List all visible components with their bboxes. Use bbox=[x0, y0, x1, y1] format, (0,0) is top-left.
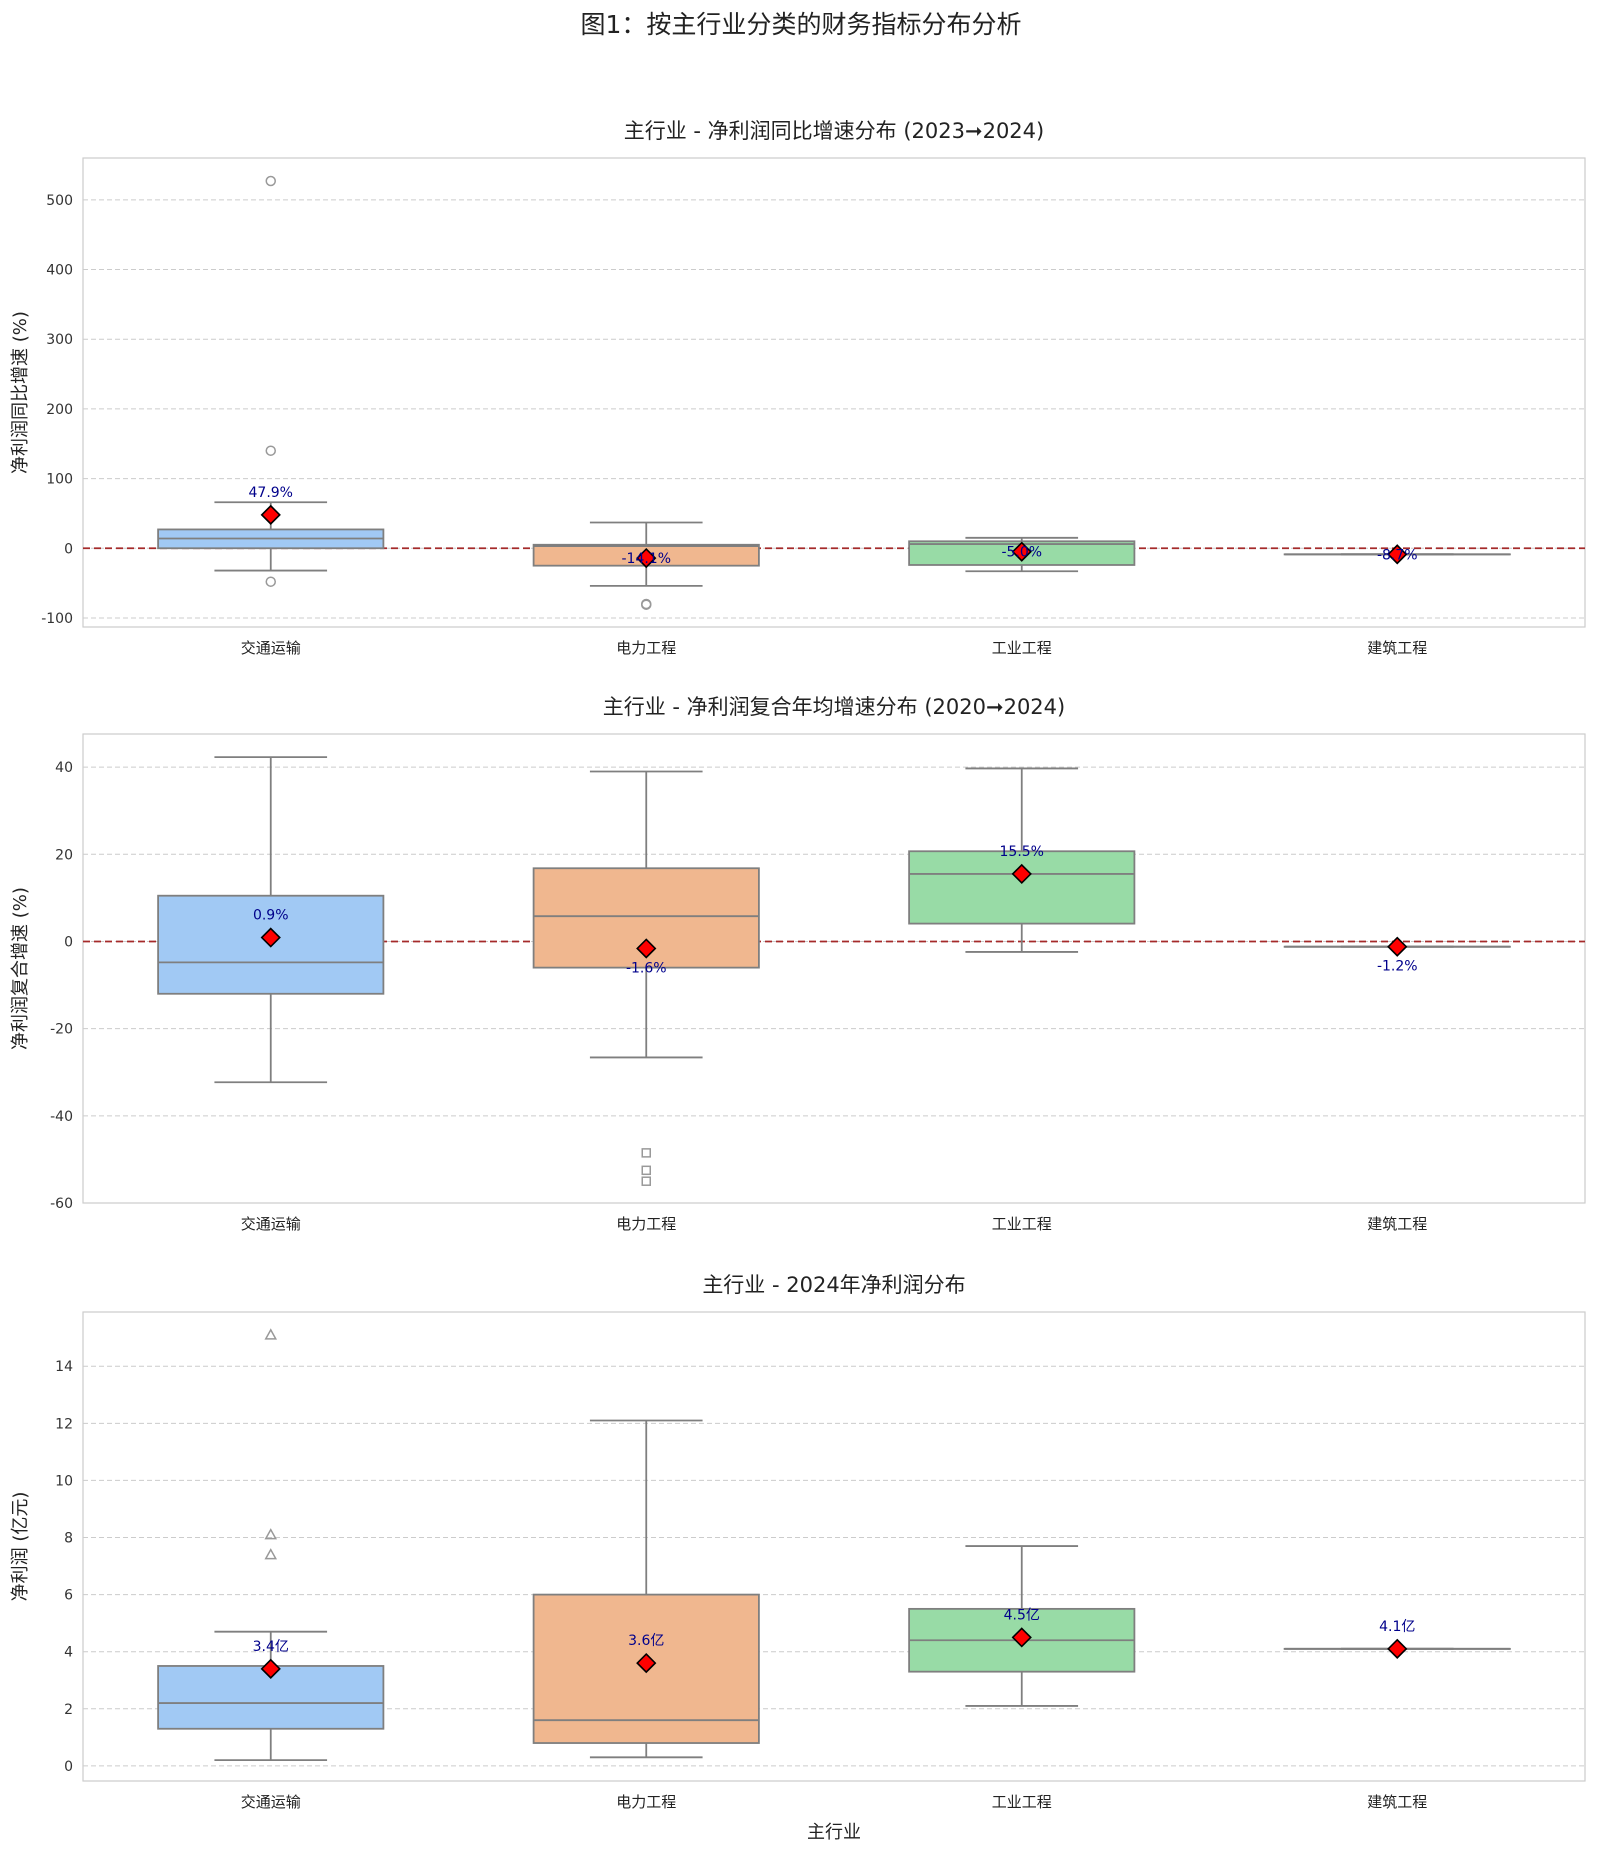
x-tick-label: 建筑工程 bbox=[1367, 1793, 1427, 1811]
x-tick-label: 电力工程 bbox=[616, 639, 676, 657]
x-tick-label: 工业工程 bbox=[992, 639, 1052, 657]
y-tick-label: 100 bbox=[46, 472, 73, 488]
x-tick-label: 交通运输 bbox=[241, 1793, 301, 1811]
x-tick-label: 交通运输 bbox=[241, 1215, 301, 1233]
box-工业工程: 15.5% bbox=[908, 767, 1136, 953]
mean-label: -1.2% bbox=[1377, 959, 1418, 975]
y-tick-label: 0 bbox=[64, 1759, 73, 1775]
y-tick-label: 6 bbox=[64, 1588, 73, 1604]
subplot-title: 主行业 - 净利润复合年均增速分布 (2020➞2024) bbox=[603, 695, 1065, 719]
y-tick-label: 14 bbox=[55, 1359, 73, 1375]
plot-area bbox=[82, 157, 1586, 628]
y-tick-label: 0 bbox=[64, 541, 73, 557]
outlier-point bbox=[641, 599, 652, 610]
mean-label: 3.4亿 bbox=[253, 1639, 289, 1655]
outlier-point bbox=[264, 1548, 278, 1560]
y-axis-label: 净利润 (亿元) bbox=[10, 1492, 31, 1602]
y-tick-label: 2 bbox=[64, 1702, 73, 1718]
y-tick-label: 10 bbox=[55, 1473, 73, 1489]
outlier-point bbox=[641, 1176, 651, 1186]
mean-marker bbox=[1387, 1638, 1408, 1659]
mean-marker bbox=[636, 547, 657, 569]
mean-marker bbox=[636, 1652, 657, 1674]
mean-marker bbox=[260, 927, 281, 948]
y-tick-label: 0 bbox=[64, 934, 73, 950]
y-tick-label: 12 bbox=[55, 1416, 73, 1432]
mean-marker bbox=[260, 504, 281, 526]
outlier-point bbox=[265, 175, 276, 187]
mean-marker bbox=[260, 1658, 281, 1679]
outlier-point bbox=[264, 1528, 278, 1540]
outlier-point bbox=[265, 576, 276, 587]
outlier-point bbox=[641, 1165, 651, 1176]
mean-label: 4.1亿 bbox=[1379, 1619, 1415, 1635]
x-tick-label: 工业工程 bbox=[992, 1215, 1052, 1233]
mean-label: -1.6% bbox=[626, 960, 667, 976]
mean-marker bbox=[1011, 863, 1032, 885]
y-axis-label: 净利润同比增速 (%) bbox=[10, 311, 31, 474]
x-tick-label: 电力工程 bbox=[616, 1793, 676, 1811]
box-交通运输: 0.9% bbox=[157, 756, 385, 1084]
mean-marker bbox=[636, 938, 657, 959]
subplot-1: 主行业 - 净利润同比增速分布 (2023➞2024) 净利润同比增速 (%) -1… bbox=[10, 119, 1586, 657]
y-tick-label: 200 bbox=[46, 402, 73, 418]
y-axis-label: 净利润复合增速 (%) bbox=[10, 887, 31, 1050]
box-电力工程: -14.1% bbox=[532, 521, 760, 610]
box-工业工程: 4.5亿 bbox=[908, 1545, 1136, 1707]
y-tick-label: 8 bbox=[64, 1531, 73, 1547]
iqr-box bbox=[908, 850, 1136, 925]
x-tick-label: 建筑工程 bbox=[1367, 639, 1427, 657]
mean-label: -8.7% bbox=[1377, 547, 1418, 563]
subplot-title: 主行业 - 2024年净利润分布 bbox=[702, 1273, 965, 1297]
mean-label: 3.6亿 bbox=[628, 1633, 664, 1649]
mean-label: 15.5% bbox=[1000, 844, 1044, 860]
subplot-2: 主行业 - 净利润复合年均增速分布 (2020➞2024) 净利润复合增速 (%)… bbox=[10, 695, 1586, 1233]
box-建筑工程: -8.7% bbox=[1283, 544, 1511, 565]
y-tick-label: 300 bbox=[46, 332, 73, 348]
mean-label: -5.0% bbox=[1001, 545, 1042, 561]
box-电力工程: -1.6% bbox=[532, 770, 760, 1186]
outlier-point bbox=[641, 1148, 651, 1158]
mean-marker bbox=[1011, 1627, 1032, 1648]
y-tick-label: 40 bbox=[55, 760, 73, 776]
box-电力工程: 3.6亿 bbox=[532, 1419, 760, 1759]
mean-label: 0.9% bbox=[253, 908, 289, 924]
y-tick-label: 500 bbox=[46, 193, 73, 209]
box-建筑工程: -1.2% bbox=[1283, 936, 1511, 975]
x-tick-label: 交通运输 bbox=[241, 639, 301, 657]
box-交通运输: 3.4亿 bbox=[157, 1328, 385, 1762]
mean-label: 4.5亿 bbox=[1004, 1607, 1040, 1623]
x-tick-label: 工业工程 bbox=[992, 1793, 1052, 1811]
y-tick-label: 4 bbox=[64, 1645, 73, 1661]
outlier-point bbox=[264, 1328, 278, 1340]
x-tick-label: 建筑工程 bbox=[1367, 1215, 1427, 1233]
y-tick-label: 400 bbox=[46, 263, 73, 279]
y-tick-label: -100 bbox=[41, 611, 73, 627]
y-tick-label: -60 bbox=[50, 1196, 73, 1212]
mean-marker bbox=[1387, 544, 1408, 565]
mean-label: 47.9% bbox=[249, 485, 293, 501]
y-tick-label: 20 bbox=[55, 847, 73, 863]
mean-marker bbox=[1387, 936, 1408, 957]
outlier-point bbox=[265, 445, 276, 456]
box-建筑工程: 4.1亿 bbox=[1283, 1619, 1511, 1659]
y-tick-label: -20 bbox=[50, 1022, 73, 1038]
mean-marker bbox=[1011, 541, 1032, 562]
x-tick-label: 电力工程 bbox=[616, 1215, 676, 1233]
box-交通运输: 47.9% bbox=[157, 175, 385, 587]
subplot-title: 主行业 - 净利润同比增速分布 (2023➞2024) bbox=[624, 119, 1044, 143]
figure-title: 图1：按主行业分类的财务指标分布分析 bbox=[581, 10, 1022, 39]
mean-label: -14.1% bbox=[621, 551, 671, 567]
y-tick-label: -40 bbox=[50, 1109, 73, 1125]
box-工业工程: -5.0% bbox=[908, 536, 1136, 573]
x-axis-label: 主行业 bbox=[807, 1822, 861, 1843]
